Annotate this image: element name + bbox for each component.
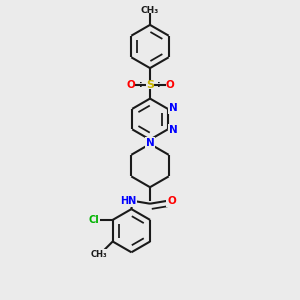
Text: O: O xyxy=(165,80,174,90)
Text: S: S xyxy=(146,80,154,90)
Text: N: N xyxy=(169,125,178,135)
Text: :: : xyxy=(139,80,143,89)
Text: HN: HN xyxy=(120,196,136,206)
Text: O: O xyxy=(167,196,176,206)
Text: N: N xyxy=(169,103,178,113)
Text: :: : xyxy=(157,80,161,89)
Text: O: O xyxy=(126,80,135,90)
Text: Cl: Cl xyxy=(89,215,100,225)
Text: N: N xyxy=(146,138,154,148)
Text: CH₃: CH₃ xyxy=(141,6,159,15)
Text: CH₃: CH₃ xyxy=(91,250,107,259)
